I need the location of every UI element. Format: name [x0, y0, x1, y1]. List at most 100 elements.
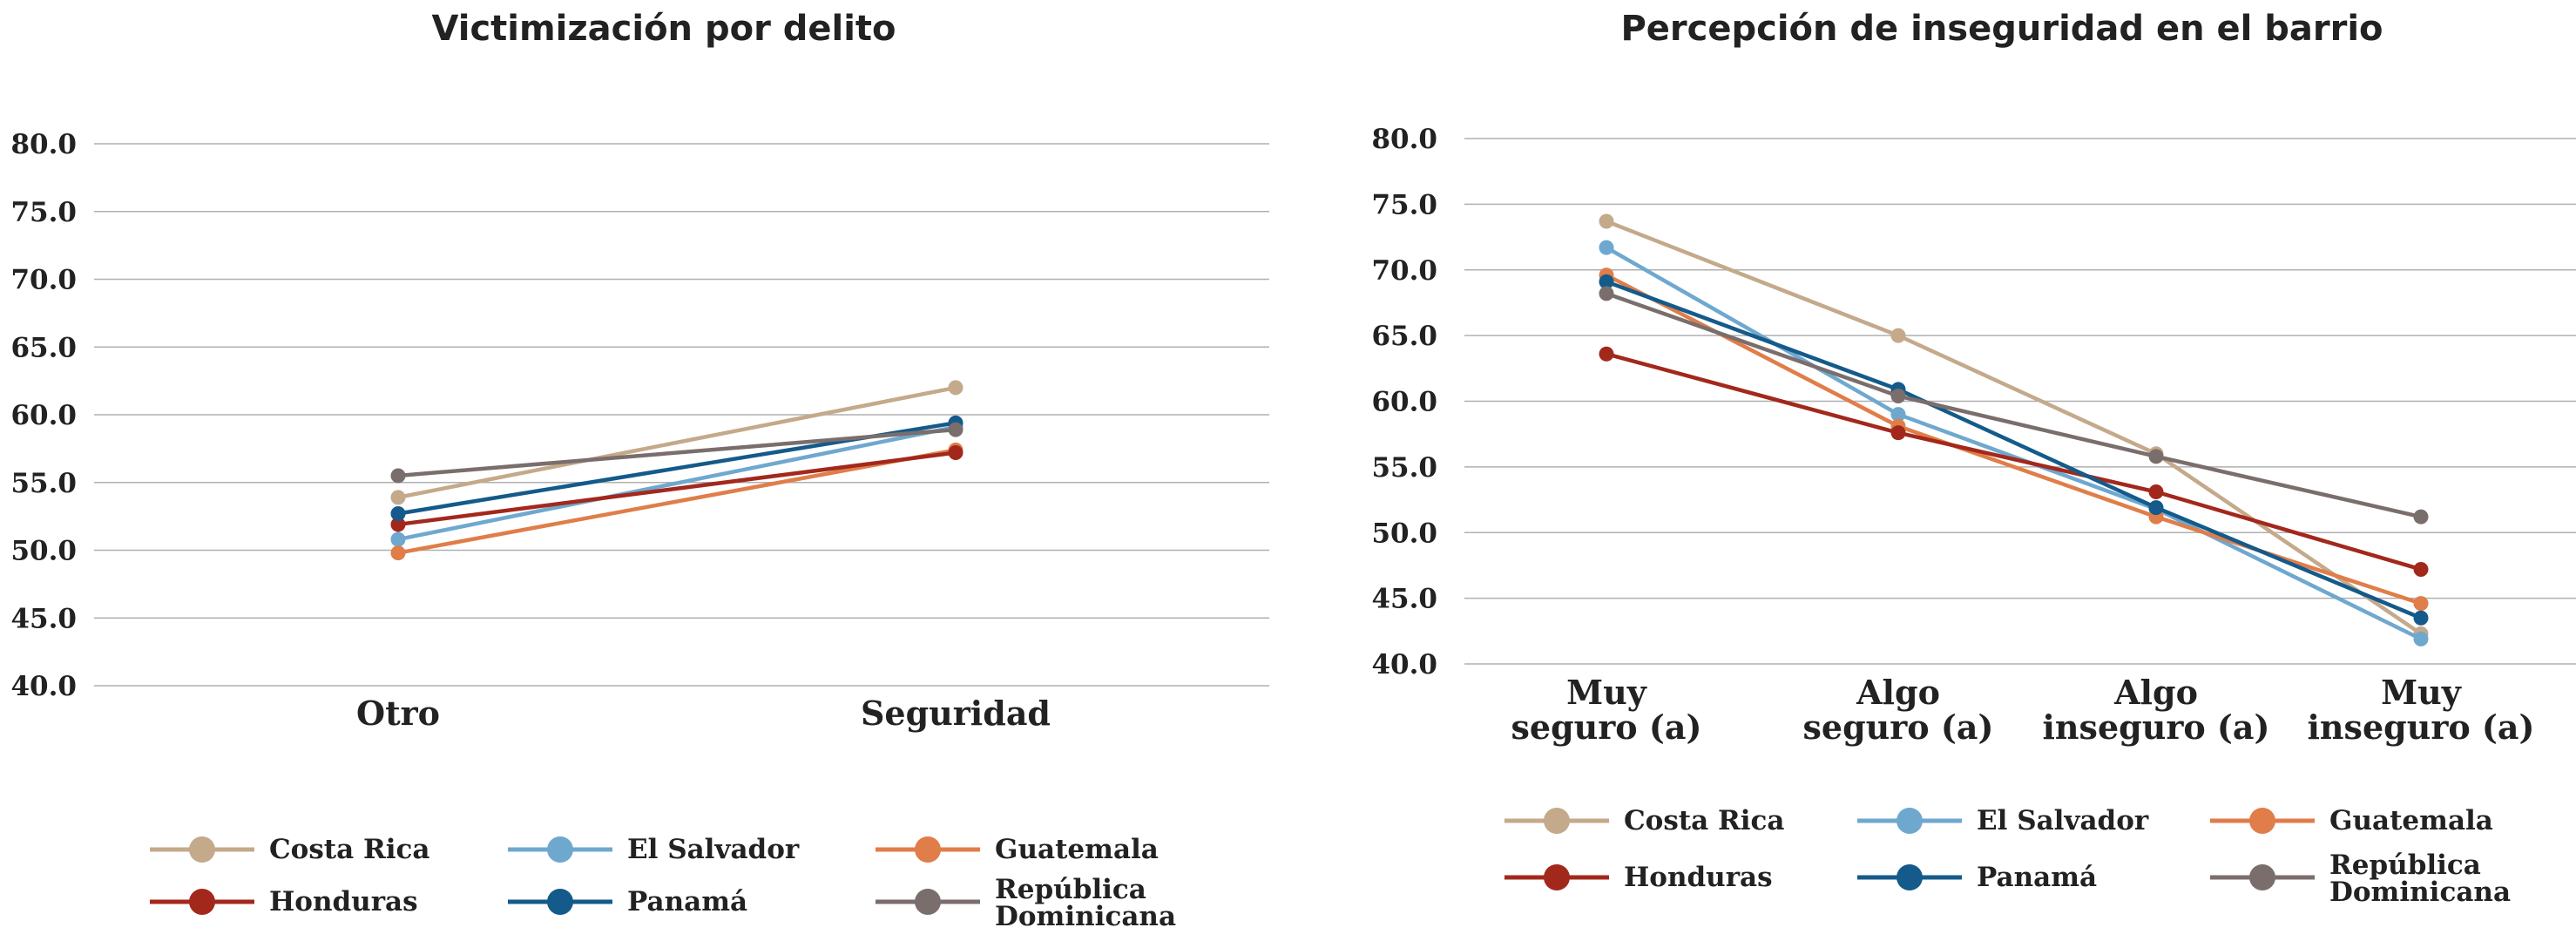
legend-label-line: República [2329, 850, 2481, 881]
data-point [2413, 610, 2429, 626]
y-tick-label: 75.0 [1371, 189, 1437, 220]
x-tick-label-line: Muy [2381, 673, 2462, 712]
data-point [1599, 274, 1614, 289]
y-tick-label: 45.0 [10, 603, 77, 634]
data-point [2413, 596, 2429, 612]
legend-label: Guatemala [995, 834, 1159, 865]
x-tick-label: Muy seguro (a) [1511, 673, 1702, 747]
legend-swatch-marker [1897, 864, 1923, 890]
legend-swatch-marker [1544, 864, 1570, 890]
y-tick-label: 60.0 [1371, 387, 1437, 418]
data-point [2413, 561, 2429, 577]
legend-swatch-marker [1544, 808, 1570, 834]
series-line [1605, 273, 2422, 606]
y-tick-label: 80.0 [1371, 124, 1437, 155]
legend-label: Honduras [269, 886, 418, 917]
legend-label: El Salvador [1977, 805, 2149, 836]
x-tick-label-line: inseguro (a) [2042, 707, 2269, 747]
x-tick-label-line: Muy [1566, 673, 1647, 712]
legend-swatch-marker [915, 836, 941, 863]
y-tick-label: 65.0 [1371, 321, 1437, 352]
series-line [397, 424, 957, 542]
data-point [1599, 346, 1614, 362]
y-tick-label: 50.0 [1371, 518, 1437, 549]
y-tick-label: 40.0 [10, 671, 77, 702]
legend-swatch-marker [2249, 808, 2275, 834]
series-line [1606, 280, 2422, 620]
data-point [948, 422, 963, 437]
legend-swatch-marker [547, 889, 573, 915]
y-tick-label: 75.0 [10, 197, 77, 228]
data-point [1599, 213, 1614, 229]
x-tick-label-line: seguro (a) [1803, 707, 1994, 747]
data-point [2148, 449, 2164, 464]
y-tick-label: 55.0 [10, 468, 77, 499]
legend-swatch-marker [547, 836, 573, 863]
legend-label: Costa Rica [1624, 805, 1785, 836]
data-point [2148, 484, 2164, 500]
legend-label: Costa Rica [269, 834, 430, 865]
x-tick-label: Otro [356, 694, 440, 733]
legend-label: República Dominicana [995, 874, 1176, 932]
legend-label: Panamá [1977, 862, 2097, 893]
y-tick-label: 70.0 [10, 265, 77, 296]
legend-swatch-marker [189, 889, 215, 915]
chart-1: Victimización por delito 80.0 75.0 70.0 65.0… [10, 9, 1269, 932]
y-tick-label: 45.0 [1371, 584, 1437, 615]
legend-label-line: Dominicana [995, 901, 1176, 932]
legend-label: El Salvador [627, 834, 800, 865]
x-tick-label: Algo inseguro (a) [2042, 673, 2269, 747]
y-tick-label: 50.0 [10, 536, 77, 567]
series-line [1606, 219, 2423, 636]
legend-swatch-marker [2249, 864, 2275, 890]
chart-title: Percepción de inseguridad en el barrio [1620, 9, 2383, 49]
data-point [390, 490, 406, 505]
legend-label: Guatemala [2329, 805, 2493, 836]
y-tick-label: 65.0 [10, 332, 77, 363]
x-tick-label-line: seguro (a) [1511, 707, 1702, 747]
data-point [1890, 407, 1906, 423]
data-point [2413, 509, 2429, 525]
series-line [1606, 352, 2422, 572]
legend-swatch-marker [1897, 808, 1923, 834]
data-point [2413, 631, 2429, 647]
chart-2: Percepción de inseguridad en el barrio 80… [1371, 9, 2576, 908]
data-point [390, 517, 406, 532]
y-tick-label: 60.0 [10, 400, 77, 431]
data-point [390, 506, 406, 522]
data-point [2148, 500, 2164, 516]
y-tick-label: 40.0 [1371, 649, 1437, 680]
data-point [1890, 388, 1906, 403]
chart-title: Victimización por delito [431, 9, 896, 49]
x-tick-label: Algo seguro (a) [1803, 673, 1994, 747]
legend-label: Panamá [627, 886, 747, 917]
series-line [1606, 291, 2422, 519]
x-tick-label-line: Algo [2113, 673, 2198, 712]
y-tick-label: 80.0 [10, 129, 77, 160]
series-line [397, 448, 957, 555]
data-point [1890, 328, 1906, 343]
legend-label-line: República [995, 874, 1146, 905]
y-tick-label: 55.0 [1371, 452, 1437, 484]
data-point [1599, 286, 1614, 301]
legend-label-line: Dominicana [2329, 877, 2511, 908]
series-line [397, 450, 957, 527]
data-point [1890, 425, 1906, 441]
data-point [390, 545, 406, 561]
y-tick-label: 70.0 [1371, 255, 1437, 287]
data-point [390, 531, 406, 547]
x-tick-label: Seguridad [861, 694, 1051, 733]
series-line [397, 385, 957, 500]
x-tick-label: Muy inseguro (a) [2307, 673, 2534, 747]
legend-label: República Dominicana [2329, 850, 2511, 908]
data-point [948, 445, 963, 461]
legend-label: Honduras [1624, 862, 1773, 893]
data-point [948, 380, 963, 396]
x-tick-label-line: Algo [1856, 673, 1940, 712]
data-point [1599, 240, 1614, 255]
legend-swatch-marker [915, 889, 941, 915]
x-tick-label-line: inseguro (a) [2307, 707, 2534, 747]
series-line [397, 427, 957, 478]
data-point [390, 468, 406, 484]
